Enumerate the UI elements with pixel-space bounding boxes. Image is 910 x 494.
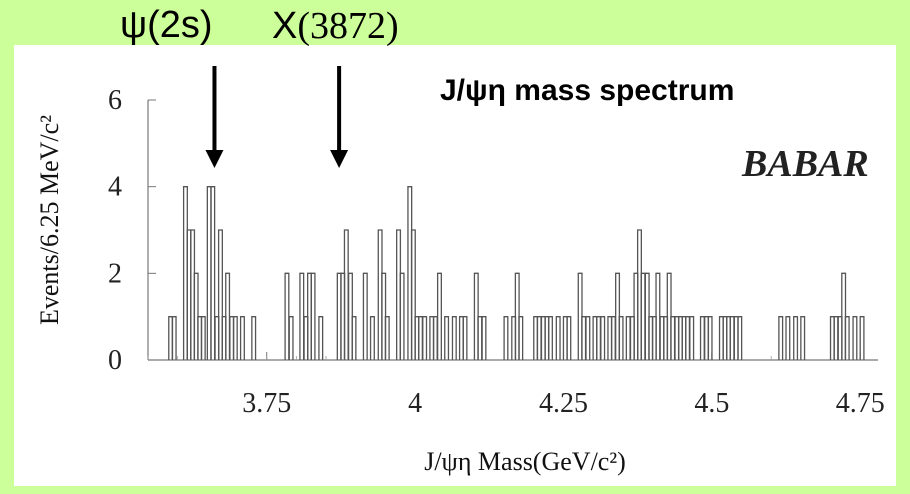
histogram-bin <box>566 316 572 360</box>
histogram-bin <box>625 316 631 360</box>
histogram-bin <box>284 272 290 360</box>
x-axis-label: J/ψη Mass(GeV/c²) <box>424 447 626 476</box>
histogram-bin <box>707 316 713 360</box>
histogram-bin <box>239 316 245 360</box>
histogram-bin <box>581 316 587 360</box>
psi_2s-arrow-head <box>205 150 224 168</box>
histogram-bin <box>432 316 438 360</box>
histogram-bin <box>318 316 324 360</box>
histogram-bin <box>200 316 206 360</box>
histogram-bin <box>362 272 368 360</box>
histogram-bin <box>729 316 735 360</box>
psi-2s-label: ψ(2s) <box>120 4 213 47</box>
histogram-bin <box>171 316 177 360</box>
histogram-bin <box>462 316 468 360</box>
annotation-arrows <box>205 66 349 168</box>
histogram-bin <box>518 316 524 360</box>
histogram-bin <box>670 316 676 360</box>
histogram-bin <box>689 316 695 360</box>
histogram-bin <box>640 272 646 360</box>
histogram-bin <box>536 316 542 360</box>
histogram-bin <box>232 316 238 360</box>
histogram-bin <box>833 316 839 360</box>
histogram-bin <box>844 316 850 360</box>
y-axis-label: Events/6.25 MeV/c² <box>35 115 64 325</box>
x-tick-label: 4.5 <box>694 388 729 419</box>
axes: 3.75 4 4.25 4.5 4.75 0 2 4 6 <box>108 85 885 419</box>
x3872-label: X(3872) <box>272 4 399 48</box>
histogram-bin <box>217 229 223 360</box>
histogram-bin <box>444 316 450 360</box>
histogram-bin <box>555 316 561 360</box>
histogram-bin <box>793 316 799 360</box>
histogram-bin <box>481 316 487 360</box>
histogram-bin <box>225 272 231 360</box>
histogram-bin <box>655 272 661 360</box>
babar-logo: BABAR <box>741 143 869 185</box>
x3872-prefix-text: X <box>272 5 298 47</box>
histogram-bin <box>251 316 257 360</box>
histogram-bin <box>737 316 743 360</box>
histogram-bin <box>859 316 865 360</box>
histogram-bin <box>618 316 624 360</box>
x3872-mass-text: (3872) <box>297 5 399 47</box>
histogram-bin <box>422 316 428 360</box>
histogram-bin <box>596 316 602 360</box>
histogram-bin <box>451 316 457 360</box>
chart-title: J/ψη mass spectrum <box>440 74 734 107</box>
histogram-bin <box>600 316 606 360</box>
histogram-bin <box>610 316 616 360</box>
histogram-bin <box>384 316 390 360</box>
histogram-bin <box>852 316 858 360</box>
x-tick-label: 4 <box>408 388 422 419</box>
plot-panel <box>14 45 896 486</box>
histogram-bin <box>685 316 691 360</box>
y-tick-label: 4 <box>108 172 122 203</box>
histogram-bin <box>399 272 405 360</box>
histogram-bin <box>477 316 483 360</box>
histogram-bin <box>800 316 806 360</box>
histogram-bin <box>410 229 416 360</box>
histogram-bin <box>351 316 357 360</box>
histogram-bin <box>310 272 316 360</box>
histogram-bin <box>343 229 349 360</box>
histogram-bars <box>168 186 865 360</box>
histogram-bin <box>778 316 784 360</box>
histogram-bin <box>417 316 423 360</box>
histogram-bin <box>210 186 216 360</box>
y-tick-label: 0 <box>108 345 122 376</box>
histogram-bin <box>503 316 509 360</box>
x3872-arrow-head <box>330 150 349 168</box>
x-tick-label: 4.75 <box>836 388 885 419</box>
x-tick-label: 4.25 <box>539 388 588 419</box>
y-tick-label: 6 <box>108 85 122 116</box>
histogram-bin <box>288 316 294 360</box>
histogram-bin <box>785 316 791 360</box>
histogram-bin <box>699 316 705 360</box>
histogram-bin <box>436 272 442 360</box>
histogram-bin <box>585 316 591 360</box>
histogram-bin <box>369 316 375 360</box>
y-tick-label: 2 <box>108 258 122 289</box>
histogram-bin <box>299 272 305 360</box>
x-tick-label: 3.75 <box>242 388 291 419</box>
histogram-bin <box>547 316 553 360</box>
psi-2s-text: ψ(2s) <box>120 4 213 46</box>
